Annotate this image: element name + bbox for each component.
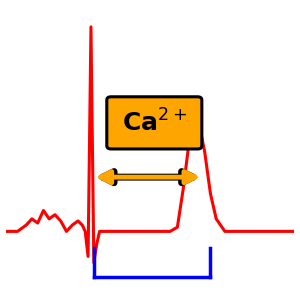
FancyBboxPatch shape xyxy=(107,97,202,149)
Text: Ca$^{2+}$: Ca$^{2+}$ xyxy=(122,109,187,136)
FancyArrowPatch shape xyxy=(103,172,193,183)
FancyArrowPatch shape xyxy=(100,172,195,183)
